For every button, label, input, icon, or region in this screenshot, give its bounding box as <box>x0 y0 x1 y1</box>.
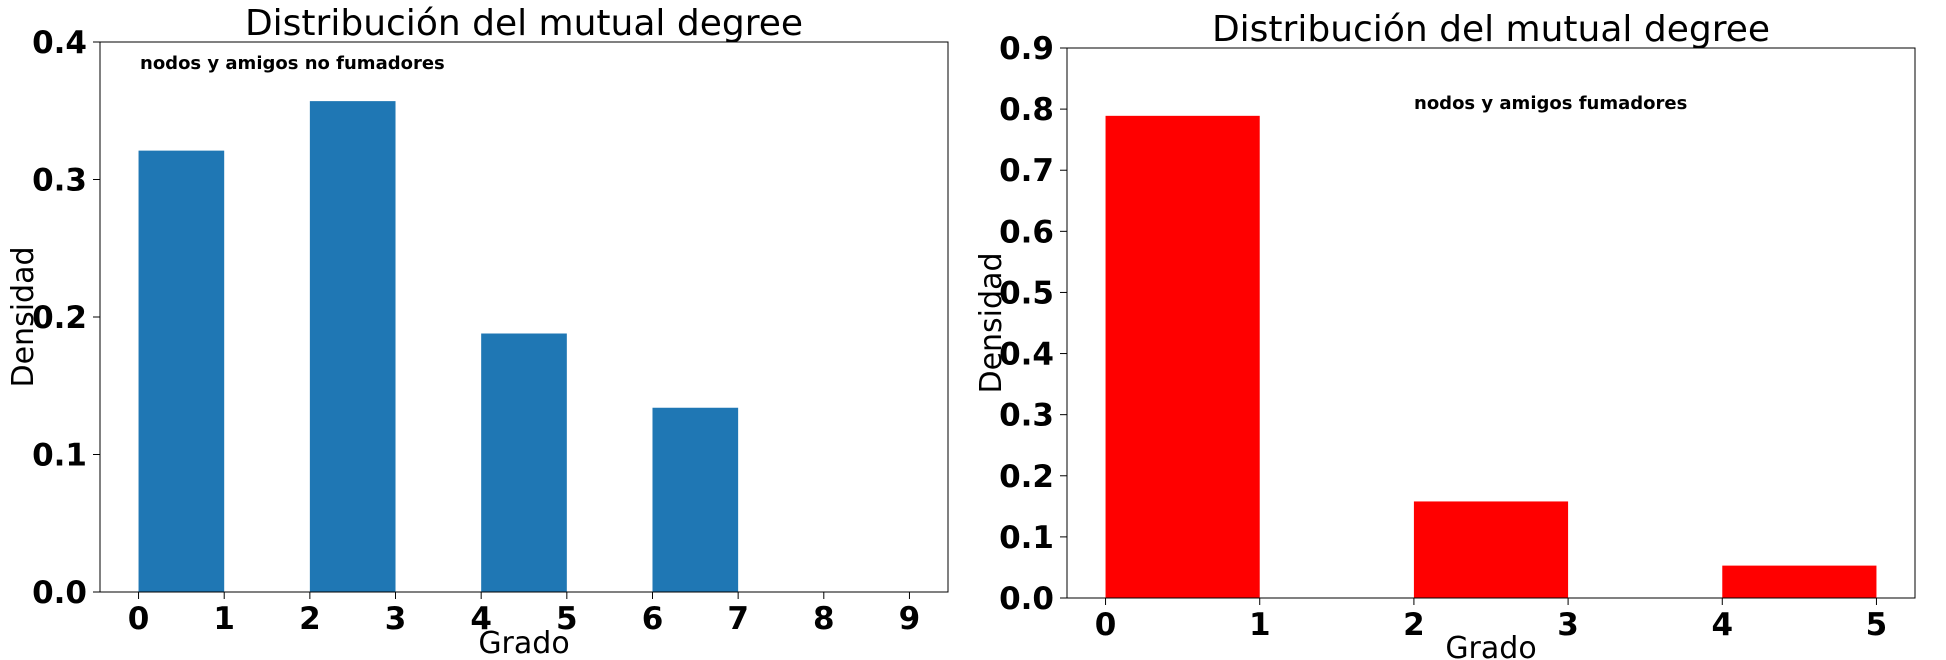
plot-frame <box>1066 47 1916 599</box>
y-tick-label-0: 0.0 <box>32 575 87 611</box>
x-tick-label-0: 0 <box>128 601 150 637</box>
chart-title: Distribución del mutual degree <box>245 3 803 44</box>
x-axis-label: Grado <box>478 626 569 660</box>
y-tick-label-3: 0.3 <box>32 163 87 199</box>
x-tick-label-7: 7 <box>727 601 749 637</box>
y-axis-label: Densidad <box>6 246 41 387</box>
y-tick-label-4: 0.4 <box>999 337 1054 373</box>
x-tick-label-4: 4 <box>470 601 492 637</box>
bar-1 <box>1413 501 1569 598</box>
x-tick-label-2: 2 <box>1403 607 1425 643</box>
annotation-text: nodos y amigos no fumadores <box>140 53 445 74</box>
x-tick-label-9: 9 <box>899 601 921 637</box>
y-tick-label-6: 0.6 <box>999 214 1054 250</box>
bar-3 <box>652 407 739 592</box>
y-tick-label-5: 0.5 <box>999 275 1054 311</box>
bar-0 <box>1105 115 1260 598</box>
y-tick-label-1: 0.1 <box>999 520 1054 556</box>
x-axis-label: Grado <box>1445 631 1536 660</box>
chart-non-smokers: 0 1 2 3 4 5 6 7 8 9 0.0 0.1 0.2 0.3 0.4 Distribución de… <box>6 3 949 660</box>
y-tick-label-1: 0.1 <box>32 438 87 474</box>
y-tick-label-2: 0.2 <box>32 300 87 336</box>
y-axis-label: Densidad <box>974 252 1009 393</box>
bar-1 <box>309 101 396 592</box>
annotation-text: nodos y amigos fumadores <box>1414 93 1687 114</box>
bar-0 <box>138 150 225 592</box>
x-tick-label-3: 3 <box>385 601 407 637</box>
x-tick-label-6: 6 <box>642 601 664 637</box>
x-tick-label-5: 5 <box>1866 607 1888 643</box>
x-tick-label-4: 4 <box>1711 607 1733 643</box>
y-tick-label-3: 0.3 <box>999 398 1054 434</box>
y-tick-label-8: 0.8 <box>999 92 1054 128</box>
y-tick-label-9: 0.9 <box>999 31 1054 67</box>
y-tick-label-4: 0.4 <box>32 25 87 61</box>
y-tick-label-0: 0.0 <box>999 581 1054 617</box>
y-tick-label-7: 0.7 <box>999 153 1054 189</box>
x-tick-label-2: 2 <box>299 601 321 637</box>
x-tick-label-0: 0 <box>1095 607 1117 643</box>
x-tick-label-3: 3 <box>1557 607 1579 643</box>
bar-2 <box>481 333 567 592</box>
x-tick-label-1: 1 <box>213 601 235 637</box>
y-tick-label-2: 0.2 <box>999 459 1054 495</box>
chart-title: Distribución del mutual degree <box>1212 9 1770 50</box>
chart-smokers: 0 1 2 3 4 5 0.0 0.1 0.2 0.3 0.4 0.5 0.6 0.7 0.8 0.9 Dist… <box>974 9 1916 660</box>
bar-2 <box>1722 565 1877 598</box>
x-tick-label-8: 8 <box>813 601 835 637</box>
x-tick-label-1: 1 <box>1249 607 1271 643</box>
x-tick-label-5: 5 <box>556 601 578 637</box>
